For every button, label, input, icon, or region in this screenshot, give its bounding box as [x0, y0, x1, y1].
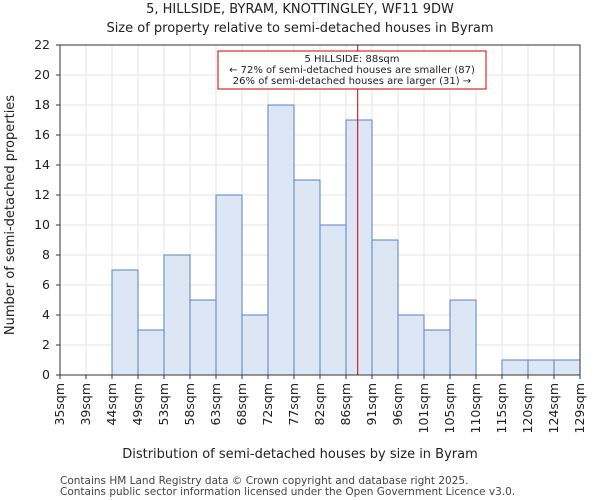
x-tick-label: 72sqm	[260, 383, 275, 426]
footer-line-1: Contains HM Land Registry data © Crown c…	[60, 475, 468, 487]
x-tick-label: 110sqm	[468, 383, 483, 433]
x-tick-label: 86sqm	[338, 383, 353, 426]
x-tick-label: 49sqm	[130, 383, 145, 426]
x-axis-label: Distribution of semi-detached houses by …	[122, 447, 478, 462]
chart-subtitle: Size of property relative to semi-detach…	[106, 21, 493, 36]
x-tick-label: 120sqm	[520, 383, 535, 433]
y-tick-label: 8	[42, 247, 50, 262]
y-tick-label: 10	[34, 217, 50, 232]
x-tick-label: 44sqm	[104, 383, 119, 426]
y-tick-label: 16	[34, 127, 50, 142]
x-tick-label: 129sqm	[572, 383, 587, 433]
bar	[423, 329, 451, 376]
bar	[137, 329, 165, 376]
x-tick-label: 105sqm	[442, 383, 457, 433]
x-tick-label: 39sqm	[78, 383, 93, 426]
y-axis-label: Number of semi-detached properties	[3, 95, 18, 335]
bar	[293, 179, 321, 376]
x-tick-label: 35sqm	[52, 383, 67, 426]
y-tick-label: 6	[42, 277, 50, 292]
x-tick-label: 115sqm	[494, 383, 509, 433]
x-tick-label: 58sqm	[182, 383, 197, 426]
chart-title: 5, HILLSIDE, BYRAM, KNOTTINGLEY, WF11 9D…	[146, 2, 454, 17]
bar	[371, 239, 399, 376]
annotation-border	[217, 50, 487, 90]
x-tick-label: 77sqm	[286, 383, 301, 426]
y-tick-label: 2	[42, 337, 50, 352]
x-tick-label: 101sqm	[416, 383, 431, 433]
y-tick-label: 22	[34, 37, 50, 52]
bars	[111, 104, 581, 376]
x-tick-label: 63sqm	[208, 383, 223, 426]
bar	[111, 269, 139, 376]
y-tick-label: 0	[42, 367, 50, 382]
footer-line-2: Contains public sector information licen…	[60, 486, 515, 498]
annotation-line-2: ← 72% of semi-detached houses are smalle…	[229, 65, 475, 76]
bar	[397, 314, 425, 376]
x-tick-label: 53sqm	[156, 383, 171, 426]
bar	[345, 119, 373, 376]
y-tick-label: 12	[34, 187, 50, 202]
bar	[241, 314, 269, 376]
y-ticks: 0 2 4 6 8 10 12 14 16 18 20 22	[34, 37, 60, 382]
bar	[215, 194, 243, 376]
annotation-line-3: 26% of semi-detached houses are larger (…	[233, 76, 471, 87]
plot-frame	[59, 44, 581, 376]
bar	[527, 359, 555, 376]
bar	[449, 299, 477, 376]
x-tick-label: 91sqm	[364, 383, 379, 426]
bar	[319, 224, 347, 376]
y-tick-label: 20	[34, 67, 50, 82]
x-tick-label: 82sqm	[312, 383, 327, 426]
x-tick-label: 124sqm	[546, 383, 561, 433]
x-ticks: 35sqm 39sqm 44sqm 49sqm 53sqm 58sqm 63sqm 68sqm…	[52, 375, 587, 433]
y-tick-label: 14	[34, 157, 50, 172]
y-tick-label: 18	[34, 97, 50, 112]
bar	[189, 299, 217, 376]
bar	[267, 104, 295, 376]
bar	[163, 254, 191, 376]
bar	[553, 359, 581, 376]
x-tick-label: 96sqm	[390, 383, 405, 426]
annotation-box: 5 HILLSIDE: 88sqm ← 72% of semi-detached…	[217, 50, 487, 90]
annotation-line-1: 5 HILLSIDE: 88sqm	[304, 54, 399, 65]
x-tick-label: 68sqm	[234, 383, 249, 426]
bar	[501, 359, 529, 376]
y-tick-label: 4	[42, 307, 50, 322]
